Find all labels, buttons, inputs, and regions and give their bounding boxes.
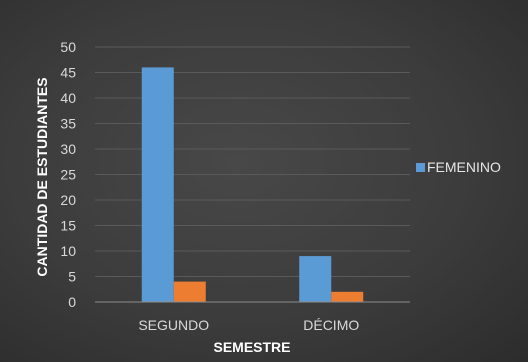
bar-series0-1 xyxy=(299,256,332,302)
y-tick-label: 30 xyxy=(60,141,76,157)
x-axis-title: SEMESTRE xyxy=(213,339,290,355)
y-tick-label: 20 xyxy=(60,192,76,208)
x-tick-label: DÉCIMO xyxy=(303,317,359,333)
y-tick-label: 50 xyxy=(60,39,76,55)
y-axis-title: CANTIDAD DE ESTUDIANTES xyxy=(34,77,50,276)
y-tick-label: 35 xyxy=(60,116,76,132)
legend-swatch xyxy=(416,163,425,172)
x-tick-label: SEGUNDO xyxy=(138,317,209,333)
y-tick-label: 0 xyxy=(68,294,76,310)
x-tick-labels: SEGUNDO DÉCIMO xyxy=(138,317,359,333)
y-tick-label: 40 xyxy=(60,90,76,106)
legend-label: FEMENINO xyxy=(427,159,501,175)
bar-series1-1 xyxy=(331,291,364,302)
bar-series1-0 xyxy=(173,281,206,302)
y-tick-label: 10 xyxy=(60,243,76,259)
y-tick-labels: 0 5 10 15 20 25 30 35 40 45 50 xyxy=(60,39,76,310)
legend: FEMENINO xyxy=(416,159,501,175)
y-tick-label: 15 xyxy=(60,218,76,234)
y-tick-label: 5 xyxy=(68,269,76,285)
bar-series0-0 xyxy=(141,67,174,303)
y-tick-label: 45 xyxy=(60,65,76,81)
bars xyxy=(141,67,364,303)
y-tick-label: 25 xyxy=(60,167,76,183)
